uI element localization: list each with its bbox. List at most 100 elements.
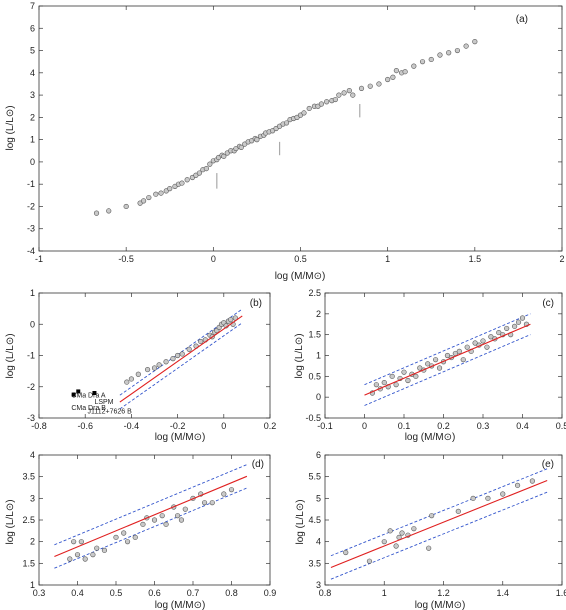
panel-d-xlabel: log (M/M⊙) (155, 600, 206, 610)
panel-b-point (156, 362, 162, 368)
panel-a-ytick-label: 6 (30, 23, 35, 33)
panel-d-point (121, 530, 127, 536)
panel-e-xtick-label: 0.8 (319, 588, 332, 598)
panel-e-ytick-label: 5.5 (308, 472, 321, 482)
panel-a-point (207, 161, 213, 167)
panel-d-point (78, 539, 84, 545)
panel-a-point (283, 120, 290, 126)
panel-c-point (484, 344, 490, 350)
panel-c-upper-band (364, 313, 531, 386)
panel-a-point (376, 81, 382, 87)
panel-b-xtick-label: -0.4 (124, 421, 140, 431)
panel-b-annotation: J1112+7626 B (88, 408, 133, 415)
panel-d-point (163, 521, 169, 527)
panel-d-ytick-label: 1.5 (22, 558, 35, 568)
panel-c-point (381, 379, 387, 386)
panel-a-ytick-label: 2 (30, 112, 35, 122)
panel-a-point (411, 63, 417, 69)
panel-b-annotation: CMa Dra B (71, 405, 106, 412)
panel-a-frame (38, 5, 563, 252)
panel-a-point (428, 56, 434, 63)
panel-c-point (480, 338, 486, 344)
panel-d-ytick-label: 2.5 (22, 515, 35, 525)
panel-b-xtick-label: -0.8 (31, 421, 47, 431)
panel-d-ytick-label: 1 (30, 580, 35, 590)
panel-b-star-marker (92, 391, 97, 395)
panel-d-point (101, 547, 108, 553)
panel-e-fit-line (330, 479, 548, 568)
panel-d-ylabel: log (L/L⊙) (5, 499, 16, 544)
panel-d-xtick-label: 0.7 (187, 588, 200, 598)
panel-b-ytick-label: -3 (27, 413, 35, 423)
panel-a-point (390, 74, 396, 80)
panel-d-point (178, 517, 185, 523)
panel-b-xtick-label: -0.2 (170, 421, 186, 431)
panel-a-ytick-label: -4 (27, 246, 35, 256)
panel-c-point (472, 340, 478, 346)
panel-c-point (515, 319, 522, 325)
panel-d-fit-line (54, 475, 248, 557)
panel-e: (e) log (M/M⊙) log (L/L⊙) 0.8 1 1.2 1.4 1.6 3… (295, 450, 566, 610)
panel-e-ytick-label: 4 (316, 537, 321, 547)
panel-d-xtick-label: 0.5 (110, 588, 123, 598)
panel-d-point (74, 552, 81, 558)
panel-e-point (529, 478, 535, 484)
panel-c-ytick-label: 2 (316, 309, 321, 319)
panel-d-ytick-label: 3.5 (22, 472, 35, 482)
panel-a-ytick-label: 4 (30, 68, 35, 78)
panel-c-label: (c) (542, 298, 554, 309)
panel-c-point (401, 369, 407, 375)
panel-a-ytick-label: 0 (30, 157, 35, 167)
panel-b-ytick-label: 1 (30, 288, 35, 298)
panel-a-xtick-label: 2 (559, 254, 564, 264)
panel-d: (d) log (M/M⊙) log (L/L⊙) 0.3 0.4 0.5 0.6 0.… (5, 450, 276, 610)
panel-c-point (433, 357, 439, 363)
panel-e-xtick-label: 1.6 (556, 588, 566, 598)
panel-a-ytick-label: 1 (30, 135, 35, 145)
panel-a-point (402, 69, 408, 75)
panel-b-point (198, 338, 204, 345)
panel-a-xtick-label: -0.5 (118, 254, 134, 264)
panel-b-point (135, 371, 141, 377)
panel-c-fit-line (364, 323, 531, 396)
panel-a-point (437, 52, 443, 58)
panel-e-point (399, 530, 405, 536)
panel-e-point (426, 545, 432, 551)
panel-a-point (341, 90, 347, 96)
panel-c-point (504, 325, 510, 332)
panel-b-point (163, 359, 169, 365)
panel-a-point (419, 59, 426, 65)
panel-c-point (496, 329, 502, 336)
panel-e-point (485, 495, 491, 501)
panel-e-ytick-label: 3 (316, 580, 321, 590)
panel-a-point (184, 177, 190, 183)
panel-a-point (454, 47, 461, 54)
panel-b-ylabel: log (L/L⊙) (5, 333, 16, 378)
panel-d-point (94, 545, 100, 551)
panel-c-point (393, 382, 399, 388)
panel-d-point (228, 487, 235, 493)
panel-e-point (393, 543, 399, 549)
panel-b-xtick-label: -0.6 (77, 421, 93, 431)
panel-c-point (444, 352, 451, 359)
panel-a-point (324, 99, 330, 105)
panel-a-ytick-label: 7 (30, 1, 35, 11)
panel-b-point (128, 376, 134, 382)
panel-c-ytick-label: 2.5 (308, 288, 321, 298)
panel-a-point (106, 208, 112, 214)
panel-a-xtick-label: 1 (385, 254, 390, 264)
panel-d-point (159, 513, 165, 519)
panel-a-point (332, 96, 338, 103)
panel-b-ytick-label: 0 (30, 319, 35, 329)
panel-e-label: (e) (542, 459, 554, 470)
panel-b-point (179, 351, 185, 357)
panel-d-xtick-label: 0.8 (225, 588, 238, 598)
panel-a-point (318, 101, 325, 107)
panel-d-label: (d) (252, 459, 264, 470)
panel-c-ytick-label: 1.5 (308, 330, 321, 340)
panel-a-point (385, 76, 391, 83)
panel-d-point (90, 552, 96, 558)
panel-c-point (456, 348, 462, 354)
panel-e-xtick-label: 1 (382, 588, 387, 598)
panel-c-point (373, 382, 379, 388)
